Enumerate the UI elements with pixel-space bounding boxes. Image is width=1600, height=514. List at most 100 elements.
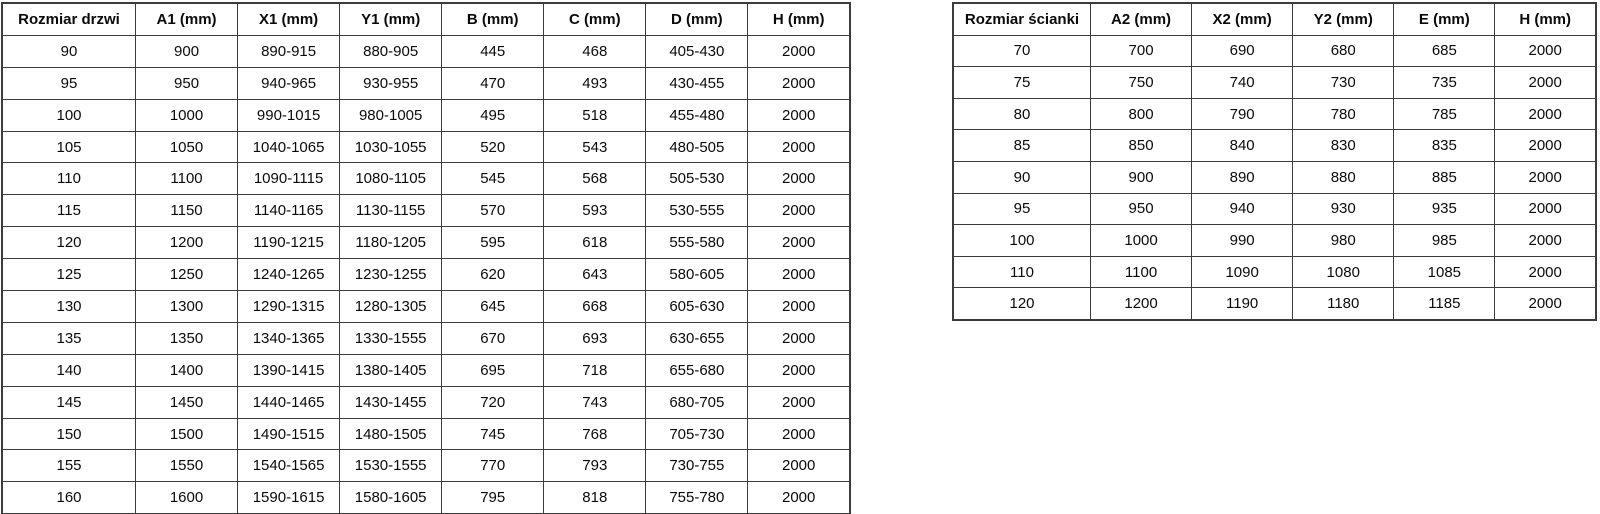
table-cell: 793 — [543, 449, 647, 483]
table-cell: 2000 — [747, 385, 851, 419]
table-cell: 125 — [1, 258, 136, 292]
column-header: H (mm) — [1494, 2, 1597, 36]
table-cell: 940-965 — [237, 66, 341, 100]
table-cell: 830 — [1292, 129, 1395, 162]
table-cell: 90 — [952, 160, 1091, 194]
table-cell: 570 — [441, 194, 545, 228]
table-cell: 1230-1255 — [339, 258, 443, 292]
table-cell: 140 — [1, 353, 136, 387]
table-cell: 655-680 — [645, 353, 749, 387]
table-cell: 2000 — [747, 353, 851, 387]
table-cell: 680 — [1292, 34, 1395, 68]
column-header: E (mm) — [1393, 2, 1496, 36]
table-cell: 1000 — [1089, 224, 1193, 257]
table-cell: 520 — [441, 130, 545, 164]
table-cell: 1080 — [1292, 255, 1395, 289]
table-cell: 2000 — [1494, 66, 1597, 99]
table-cell: 545 — [441, 162, 545, 196]
table-cell: 1600 — [134, 481, 239, 514]
table-cell: 1100 — [1089, 255, 1193, 289]
table-cell: 685 — [1393, 34, 1496, 68]
table-cell: 1380-1405 — [339, 353, 443, 387]
table-cell: 850 — [1089, 129, 1193, 162]
wall-table-header-row: Rozmiar ścianki A2 (mm) X2 (mm) Y2 (mm) E (m… — [952, 2, 1597, 36]
table-row: 120 1200 1190-1215 1180-1205 595 618 555-580 20… — [1, 226, 851, 260]
table-cell: 818 — [543, 481, 647, 514]
table-cell: 100 — [1, 98, 136, 132]
table-cell: 2000 — [1494, 287, 1597, 321]
table-cell: 900 — [1089, 160, 1193, 194]
table-cell: 718 — [543, 353, 647, 387]
table-cell: 720 — [441, 385, 545, 419]
table-cell: 768 — [543, 417, 647, 451]
table-cell: 2000 — [747, 258, 851, 292]
table-cell: 630-655 — [645, 321, 749, 355]
table-cell: 2000 — [747, 194, 851, 228]
table-cell: 1430-1455 — [339, 385, 443, 419]
table-cell: 980 — [1292, 224, 1395, 257]
table-cell: 1590-1615 — [237, 481, 341, 514]
table-cell: 743 — [543, 385, 647, 419]
table-cell: 1190-1215 — [237, 226, 341, 260]
table-cell: 430-455 — [645, 66, 749, 100]
table-cell: 835 — [1393, 129, 1496, 162]
table-cell: 1085 — [1393, 255, 1496, 289]
table-cell: 990 — [1191, 224, 1294, 257]
table-row: 70 700 690 680 685 2000 — [952, 34, 1597, 68]
table-cell: 2000 — [747, 481, 851, 514]
table-cell: 160 — [1, 481, 136, 514]
table-cell: 495 — [441, 98, 545, 132]
table-cell: 2000 — [747, 290, 851, 323]
table-cell: 735 — [1393, 66, 1496, 99]
table-cell: 468 — [543, 34, 647, 68]
table-cell: 700 — [1089, 34, 1193, 68]
table-row: 155 1550 1540-1565 1530-1555 770 793 730-755 20… — [1, 449, 851, 483]
column-header: X2 (mm) — [1191, 2, 1294, 36]
table-cell: 75 — [952, 66, 1091, 99]
table-cell: 1300 — [134, 290, 239, 323]
table-cell: 90 — [1, 34, 136, 68]
column-header: Y2 (mm) — [1292, 2, 1395, 36]
table-cell: 890 — [1191, 160, 1294, 194]
table-cell: 1200 — [134, 226, 239, 260]
table-cell: 800 — [1089, 97, 1193, 131]
table-cell: 740 — [1191, 66, 1294, 99]
table-row: 140 1400 1390-1415 1380-1405 695 718 655-680 20… — [1, 353, 851, 387]
table-cell: 790 — [1191, 97, 1294, 131]
table-cell: 880-905 — [339, 34, 443, 68]
column-header: D (mm) — [645, 2, 749, 36]
column-header: Rozmiar drzwi — [1, 2, 136, 36]
table-cell: 935 — [1393, 192, 1496, 226]
table-row: 110 1100 1090 1080 1085 2000 — [952, 255, 1597, 289]
table-cell: 493 — [543, 66, 647, 100]
table-row: 100 1000 990 980 985 2000 — [952, 224, 1597, 257]
table-cell: 2000 — [747, 66, 851, 100]
table-cell: 1440-1465 — [237, 385, 341, 419]
table-cell: 795 — [441, 481, 545, 514]
table-cell: 645 — [441, 290, 545, 323]
table-cell: 985 — [1393, 224, 1496, 257]
table-cell: 1140-1165 — [237, 194, 341, 228]
table-cell: 1000 — [134, 98, 239, 132]
table-cell: 2000 — [1494, 129, 1597, 162]
table-cell: 1550 — [134, 449, 239, 483]
table-cell: 1280-1305 — [339, 290, 443, 323]
table-cell: 755-780 — [645, 481, 749, 514]
table-row: 135 1350 1340-1365 1330-1555 670 693 630-655 20… — [1, 321, 851, 355]
table-cell: 2000 — [1494, 160, 1597, 194]
table-cell: 1540-1565 — [237, 449, 341, 483]
table-cell: 1080-1105 — [339, 162, 443, 196]
table-cell: 543 — [543, 130, 647, 164]
table-cell: 605-630 — [645, 290, 749, 323]
table-cell: 2000 — [747, 321, 851, 355]
table-cell: 1090-1115 — [237, 162, 341, 196]
table-cell: 950 — [1089, 192, 1193, 226]
table-row: 80 800 790 780 785 2000 — [952, 97, 1597, 131]
table-cell: 770 — [441, 449, 545, 483]
table-row: 90 900 890 880 885 2000 — [952, 160, 1597, 194]
table-cell: 2000 — [1494, 97, 1597, 131]
table-cell: 568 — [543, 162, 647, 196]
table-cell: 1290-1315 — [237, 290, 341, 323]
table-cell: 505-530 — [645, 162, 749, 196]
table-cell: 593 — [543, 194, 647, 228]
